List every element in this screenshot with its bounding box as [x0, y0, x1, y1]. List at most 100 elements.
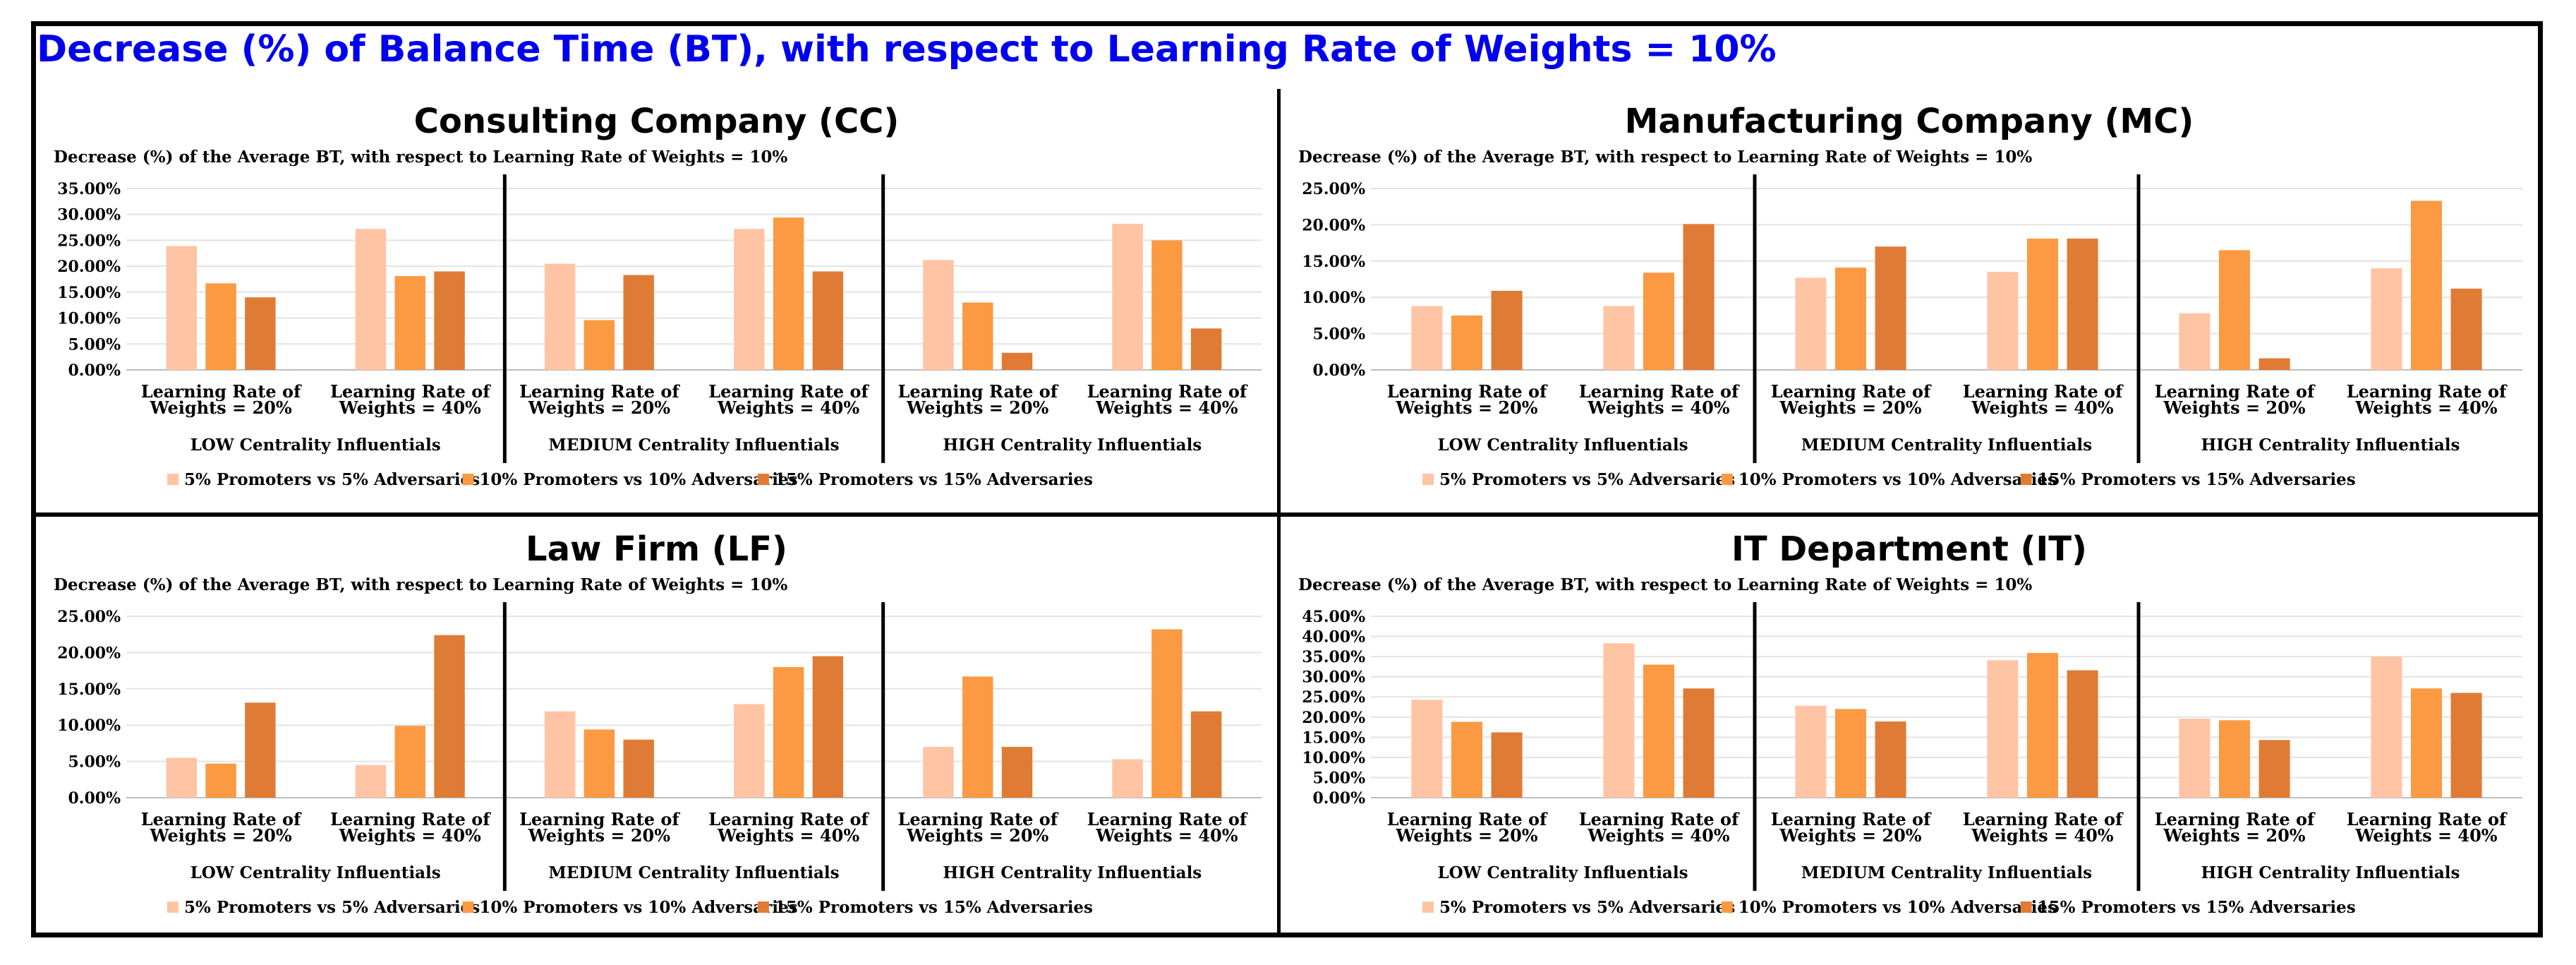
bar — [1491, 290, 1523, 370]
chart-panel-cc: Consulting Company (CC) Decrease (%) of t… — [36, 89, 1277, 513]
bar — [1112, 759, 1143, 798]
bar — [2026, 238, 2059, 370]
y-tick-label: 15.00% — [1302, 253, 1365, 271]
group-label: LOW Centrality Influentials — [1437, 436, 1688, 455]
bar — [544, 711, 576, 798]
bar — [1875, 246, 1906, 370]
category-label: Learning Rate of — [1771, 381, 1932, 402]
bar — [962, 676, 993, 798]
bar — [583, 729, 615, 798]
y-tick-label: 5.00% — [68, 335, 121, 354]
category-label: Weights = 40% — [1095, 397, 1238, 418]
bar — [2410, 688, 2443, 798]
legend-label: 10% Promoters vs 10% Adversaries — [1739, 470, 2057, 489]
y-tick-label: 0.00% — [68, 361, 121, 380]
bar — [1190, 711, 1222, 798]
legend-label: 5% Promoters vs 5% Adversaries — [1439, 898, 1735, 917]
bar — [2258, 740, 2290, 798]
legend-label: 5% Promoters vs 5% Adversaries — [1439, 470, 1735, 489]
bar — [734, 229, 765, 370]
category-label: Weights = 40% — [1971, 397, 2113, 418]
legend-swatch — [1721, 474, 1733, 485]
bar — [166, 757, 198, 798]
y-tick-label: 5.00% — [1313, 325, 1366, 344]
bar — [1987, 272, 2019, 370]
chart-subtitle: Decrease (%) of the Average BT, with res… — [1298, 148, 2032, 167]
y-tick-label: 35.00% — [57, 180, 121, 198]
bar — [1834, 268, 1867, 370]
category-label: Weights = 20% — [1779, 825, 1921, 846]
category-label: Learning Rate of — [519, 381, 680, 402]
bar — [1112, 223, 1143, 370]
bar — [1603, 643, 1635, 798]
bar — [1795, 705, 1827, 798]
legend-swatch — [1721, 901, 1733, 913]
group-label: LOW Centrality Influentials — [191, 436, 441, 455]
category-label: Learning Rate of — [2347, 809, 2508, 829]
group-label: LOW Centrality Influentials — [191, 863, 441, 882]
group-label: HIGH Centrality Influentials — [2201, 436, 2460, 455]
bar — [923, 747, 954, 798]
category-label: Weights = 20% — [2163, 397, 2305, 418]
bar — [394, 726, 425, 798]
bar — [962, 302, 993, 370]
y-tick-label: 0.00% — [68, 789, 121, 808]
category-label: Learning Rate of — [1771, 809, 1932, 829]
group-label: MEDIUM Centrality Influentials — [1801, 436, 2092, 455]
category-label: Weights = 40% — [717, 825, 859, 846]
y-tick-label: 25.00% — [1302, 688, 1365, 707]
y-tick-label: 30.00% — [57, 206, 121, 224]
bar — [923, 260, 954, 370]
y-tick-label: 30.00% — [1302, 669, 1365, 687]
y-tick-label: 10.00% — [1302, 289, 1365, 307]
bar — [1451, 315, 1483, 370]
legend-label: 15% Promoters vs 15% Adversaries — [775, 898, 1093, 917]
bar — [434, 271, 465, 370]
category-label: Weights = 40% — [1587, 397, 1729, 418]
bar — [2218, 250, 2251, 370]
bar — [2067, 238, 2098, 370]
bar — [1834, 709, 1867, 798]
legend-label: 10% Promoters vs 10% Adversaries — [479, 898, 797, 917]
bar — [773, 217, 804, 370]
bar — [773, 666, 804, 798]
bar — [205, 283, 236, 370]
category-label: Weights = 20% — [906, 397, 1048, 418]
y-tick-label: 45.00% — [1302, 608, 1365, 626]
bar — [434, 635, 465, 798]
figure-frame — [31, 21, 2543, 937]
chart-title: Law Firm (LF) — [526, 529, 787, 569]
bar — [623, 275, 654, 370]
category-label: Weights = 40% — [339, 397, 481, 418]
category-label: Learning Rate of — [330, 381, 491, 402]
bar — [1795, 277, 1827, 370]
y-tick-label: 15.00% — [57, 284, 121, 302]
category-label: Learning Rate of — [2155, 809, 2316, 829]
category-label: Weights = 20% — [906, 825, 1048, 846]
category-label: Weights = 20% — [1395, 397, 1537, 418]
group-label: LOW Centrality Influentials — [1437, 863, 1688, 882]
category-label: Learning Rate of — [141, 809, 302, 829]
bar — [2258, 358, 2290, 370]
legend-swatch — [462, 474, 474, 485]
bar — [734, 704, 765, 798]
category-label: Learning Rate of — [519, 809, 680, 829]
main-title: Decrease (%) of Balance Time (BT), with … — [37, 28, 1777, 71]
bar — [2067, 670, 2098, 798]
category-label: Learning Rate of — [141, 381, 302, 402]
category-label: Weights = 40% — [2354, 397, 2497, 418]
chart-subtitle: Decrease (%) of the Average BT, with res… — [1298, 575, 2032, 594]
legend-label: 15% Promoters vs 15% Adversaries — [2038, 898, 2356, 917]
y-tick-label: 20.00% — [1302, 216, 1365, 234]
category-label: Learning Rate of — [897, 381, 1058, 402]
bar — [1001, 352, 1033, 370]
bar — [1875, 721, 1906, 798]
bar — [1643, 272, 1675, 370]
bar — [1190, 328, 1222, 370]
legend-label: 5% Promoters vs 5% Adversaries — [184, 470, 480, 489]
chart-panel-mc: Manufacturing Company (MC) Decrease (%) o… — [1281, 89, 2538, 513]
chart-svg: IT Department (IT) Decrease (%) of the Av… — [1298, 529, 2522, 917]
legend-swatch — [757, 474, 769, 485]
chart-title: IT Department (IT) — [1731, 529, 2087, 569]
y-tick-label: 20.00% — [57, 258, 121, 276]
